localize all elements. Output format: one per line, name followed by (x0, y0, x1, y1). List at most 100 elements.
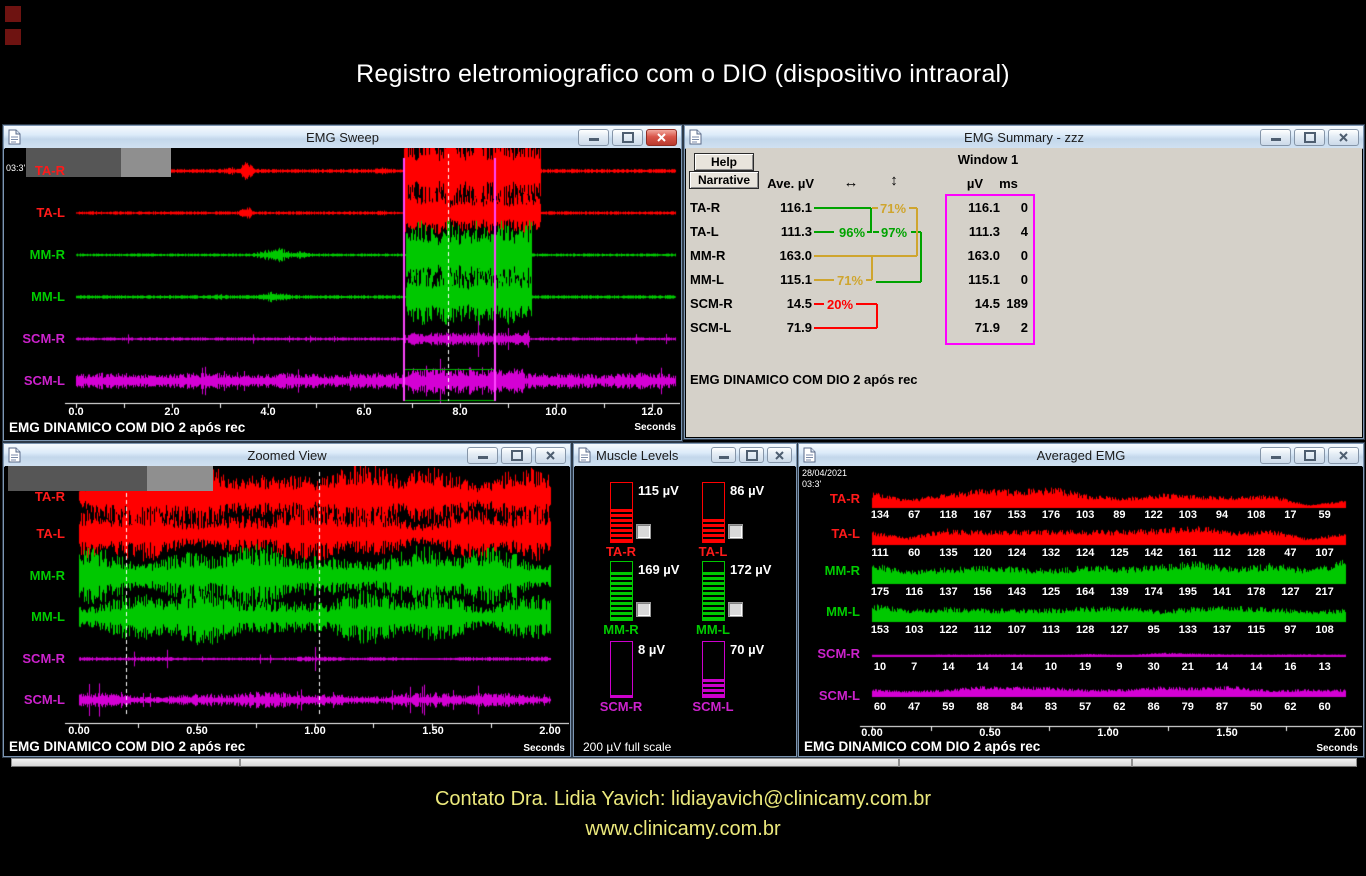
avg-value: 125 (1110, 547, 1129, 559)
level-meter-ta-r (610, 482, 633, 543)
avg-value: 57 (1079, 701, 1092, 713)
maximize-button[interactable] (739, 447, 764, 463)
maximize-button[interactable] (1294, 128, 1325, 146)
meter-label-scm-l: SCM-L (692, 699, 734, 714)
close-button[interactable] (767, 447, 792, 463)
summary-row-channel: MM-R (690, 248, 726, 263)
meter-checkbox[interactable] (636, 602, 651, 617)
emg-sweep-plot[interactable] (5, 148, 680, 439)
avg-value: 113 (1042, 624, 1060, 636)
minimize-button[interactable] (1260, 446, 1291, 464)
x-tick-label: 12.0 (641, 406, 663, 418)
channel-label-mm-l: MM-L (31, 289, 65, 304)
percent-ta-mm-left: 97% (880, 225, 908, 240)
close-button[interactable] (535, 446, 566, 464)
minimized-window-bar[interactable] (11, 758, 240, 767)
x-tick-label: 10.0 (545, 406, 567, 418)
avg-value: 103 (1178, 509, 1197, 521)
record-timestamp: 03:3' (6, 163, 26, 173)
avg-value: 59 (942, 701, 955, 713)
close-button[interactable] (1328, 128, 1359, 146)
avg-value: 108 (1247, 509, 1266, 521)
minimize-button[interactable] (578, 128, 609, 146)
close-button[interactable] (1328, 446, 1359, 464)
zoomed-view-plot[interactable] (5, 466, 569, 755)
channel-label-ta-r: TA-R (34, 163, 65, 178)
channel-label-mm-r: MM-R (29, 247, 65, 262)
level-meter-mm-l (702, 561, 725, 621)
summary-row-channel: TA-L (690, 224, 719, 239)
averaged-emg-title: Averaged EMG (1036, 447, 1126, 463)
avg-value: 87 (1215, 701, 1229, 713)
summary-ave-value: 71.9 (786, 320, 812, 335)
maximize-button[interactable] (612, 128, 643, 146)
avg-value: 88 (976, 701, 989, 713)
avg-value: 118 (939, 509, 958, 521)
x-tick-label: 1.00 (304, 725, 326, 737)
avg-value: 14 (1010, 661, 1023, 673)
avg-value: 137 (939, 586, 958, 598)
minimize-button[interactable] (711, 447, 736, 463)
summary-window-ms: 0 (1020, 200, 1028, 215)
averaged-emg-plot[interactable] (800, 466, 1362, 755)
avg-value: 67 (908, 509, 921, 521)
maximize-icon (1303, 131, 1316, 143)
avg-value: 175 (870, 586, 890, 598)
channel-label-ta-l: TA-L (831, 526, 860, 541)
meter-value: 86 µV (730, 483, 765, 498)
zoomed-view-titlebar[interactable]: Zoomed View (4, 444, 570, 467)
meter-fill (611, 695, 632, 697)
minimized-window-bar[interactable] (899, 758, 1132, 767)
close-button[interactable] (646, 128, 677, 146)
maximize-icon (745, 449, 758, 461)
x-tick-label: 1.50 (422, 725, 444, 737)
avg-value: 13 (1318, 661, 1331, 673)
window1-values-box (945, 194, 1035, 345)
meter-checkbox[interactable] (728, 602, 743, 617)
x-tick-label: 1.50 (1216, 727, 1238, 739)
avg-value: 19 (1079, 661, 1092, 673)
minimize-button[interactable] (467, 446, 498, 464)
channel-label-scm-l: SCM-L (23, 692, 65, 707)
avg-value: 115 (1247, 624, 1266, 636)
meter-checkbox[interactable] (636, 524, 651, 539)
maximize-button[interactable] (501, 446, 532, 464)
help-button[interactable]: Help (694, 153, 754, 171)
maximize-button[interactable] (1294, 446, 1325, 464)
channel-label-ta-l: TA-L (36, 526, 65, 541)
emg-sweep-titlebar[interactable]: EMG Sweep (4, 126, 681, 149)
meter-fill (611, 508, 632, 542)
meter-value: 115 µV (638, 483, 679, 498)
averaged-emg-titlebar[interactable]: Averaged EMG (799, 444, 1363, 467)
muscle-levels-titlebar[interactable]: Muscle Levels (574, 444, 796, 467)
channel-label-ta-r: TA-R (829, 491, 860, 506)
maximize-icon (510, 449, 523, 461)
x-tick-label: 8.0 (452, 406, 468, 418)
avg-value: 135 (939, 547, 958, 559)
percent-mm-left-right: 71% (836, 273, 864, 288)
meter-label-mm-l: MM-L (696, 622, 730, 637)
emg-summary-titlebar[interactable]: EMG Summary - zzz (685, 126, 1363, 149)
emg-sweep-title: EMG Sweep (306, 129, 379, 145)
minimize-button[interactable] (1260, 128, 1291, 146)
minimized-window-bar[interactable] (1132, 758, 1357, 767)
summary-row-channel: MM-L (690, 272, 724, 287)
avg-value: 122 (939, 624, 958, 636)
narrative-button[interactable]: Narrative (689, 171, 759, 189)
x-axis-unit: Seconds (634, 422, 676, 433)
summary-window-ms: 4 (1020, 224, 1028, 239)
channel-label-mm-l: MM-L (826, 604, 860, 619)
avg-value: 153 (1007, 509, 1026, 521)
meter-checkbox[interactable] (728, 524, 743, 539)
x-tick-label: 0.00 (861, 727, 883, 739)
minimized-window-bar[interactable] (240, 758, 899, 767)
x-tick-label: 0.00 (68, 725, 90, 737)
avg-value: 143 (1007, 586, 1026, 598)
website-link[interactable]: www.clinicamy.com.br (585, 818, 781, 840)
decoration-square (5, 6, 21, 22)
avg-value: 128 (1076, 624, 1095, 636)
summary-window-ms: 0 (1020, 272, 1028, 287)
x-tick-label: 4.0 (260, 406, 276, 418)
summary-window-ms: 2 (1020, 320, 1028, 335)
channel-label-scm-r: SCM-R (817, 646, 860, 661)
